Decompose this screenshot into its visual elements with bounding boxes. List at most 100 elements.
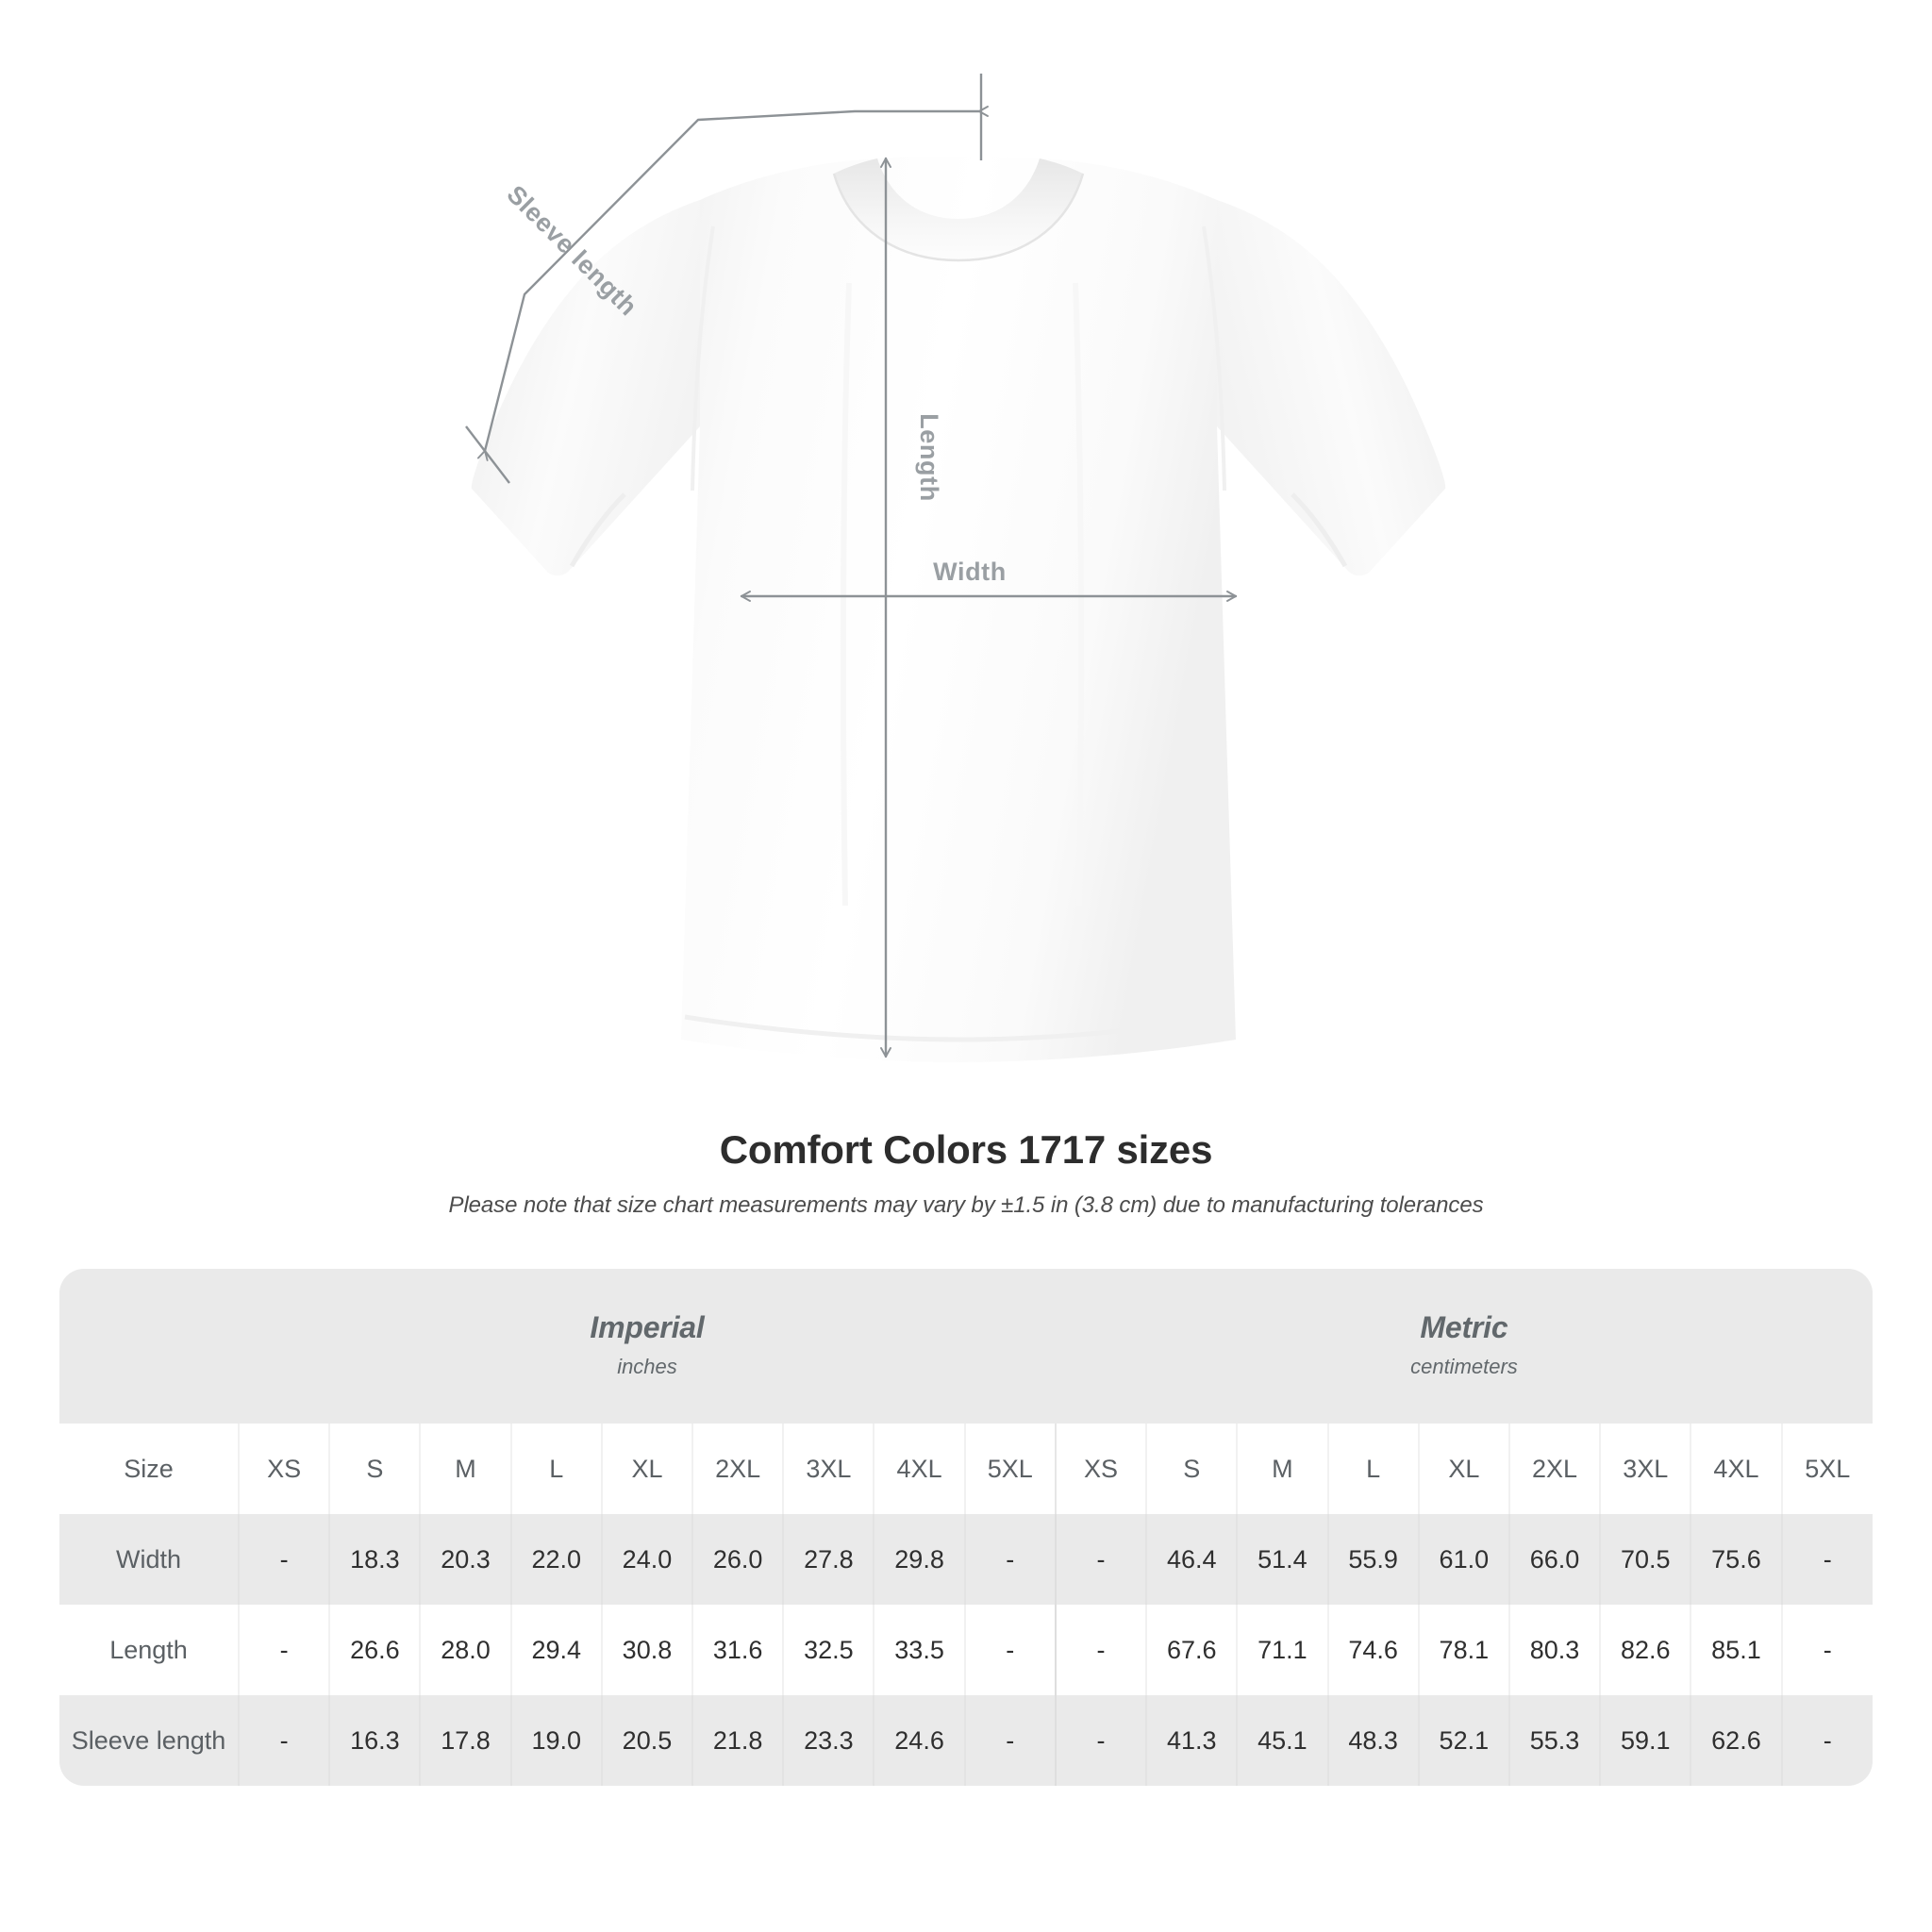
tshirt-hem-seam (684, 1014, 1233, 1042)
tshirt-right-cuff-seam (1291, 492, 1348, 568)
cell-width-imperial-3xl: 27.8 (782, 1514, 874, 1605)
cell-width-metric-3xl: 70.5 (1599, 1514, 1691, 1605)
size-header-imperial-4xl: 4XL (873, 1424, 965, 1514)
cell-length-metric-4xl: 85.1 (1690, 1605, 1782, 1695)
cell-sleeve-length-metric-5xl: - (1780, 1695, 1873, 1786)
size-header-metric-4xl: 4XL (1690, 1424, 1782, 1514)
cell-sleeve-length-imperial-4xl: 24.6 (873, 1695, 965, 1786)
unit-subtitle: centimeters (1410, 1354, 1518, 1378)
row-label-length: Length (59, 1605, 240, 1695)
cell-length-imperial-5xl: - (963, 1605, 1056, 1695)
table-row: Length -26.6 28.0 29.4 30.8 31.6 32.5 33.5- -67.… (59, 1605, 1873, 1695)
sleeve-cuff-tick (465, 425, 510, 484)
unit-subtitle: inches (617, 1354, 677, 1378)
size-header-metric-m: M (1236, 1424, 1328, 1514)
unit-header-imperial: Imperial inches (239, 1269, 1056, 1424)
cell-width-imperial-5xl: - (963, 1514, 1056, 1605)
cell-width-imperial-4xl: 29.8 (873, 1514, 965, 1605)
cell-sleeve-length-metric-l: 48.3 (1326, 1695, 1419, 1786)
size-header-row: Size XS S M L XL 2XL 3XL 4XL 5XL XS S M L XL 2XL 3XL 4XL 5… (59, 1424, 1873, 1514)
size-header-imperial-xs: XS (238, 1424, 330, 1514)
size-header-metric-xs: XS (1054, 1424, 1147, 1514)
cell-width-metric-s: 46.4 (1145, 1514, 1238, 1605)
size-header-metric-l: L (1326, 1424, 1419, 1514)
size-header-metric-3xl: 3XL (1599, 1424, 1691, 1514)
cell-width-metric-2xl: 66.0 (1507, 1514, 1601, 1605)
page-subtitle: Please note that size chart measurements… (448, 1192, 1484, 1219)
unit-name: Metric (1420, 1309, 1508, 1344)
unit-header-spacer (59, 1269, 240, 1424)
cell-length-imperial-2xl: 31.6 (691, 1605, 784, 1695)
cell-length-metric-s: 67.6 (1145, 1605, 1238, 1695)
tshirt-fold-right (1202, 225, 1226, 491)
chart-heading: Comfort Colors 1717 sizes Please note th… (0, 1127, 1932, 1219)
cell-length-metric-5xl: - (1780, 1605, 1873, 1695)
cell-sleeve-length-metric-2xl: 55.3 (1507, 1695, 1601, 1786)
sleeve-length-arrow (476, 106, 989, 461)
cell-length-imperial-l: 29.4 (509, 1605, 602, 1695)
size-header-imperial-xl: XL (600, 1424, 693, 1514)
cell-sleeve-length-metric-4xl: 62.6 (1690, 1695, 1782, 1786)
size-header-metric-xl: XL (1417, 1424, 1509, 1514)
size-column-header: Size (59, 1424, 240, 1514)
cell-sleeve-length-imperial-s: 16.3 (328, 1695, 421, 1786)
cell-length-metric-m: 71.1 (1236, 1605, 1328, 1695)
cell-length-imperial-xl: 30.8 (600, 1605, 693, 1695)
table-row: Sleeve length -16.3 17.8 19.0 20.5 21.8 23.3 24… (59, 1695, 1873, 1786)
cell-length-imperial-s: 26.6 (328, 1605, 421, 1695)
cell-length-imperial-xs: - (238, 1605, 330, 1695)
cell-length-metric-xs: - (1054, 1605, 1147, 1695)
cell-sleeve-length-imperial-m: 17.8 (419, 1695, 511, 1786)
cell-width-metric-xs: - (1054, 1514, 1147, 1605)
unit-header-metric: Metric centimeters (1055, 1269, 1873, 1424)
cell-width-imperial-xl: 24.0 (600, 1514, 693, 1605)
size-header-imperial-5xl: 5XL (963, 1424, 1056, 1514)
cell-width-metric-m: 51.4 (1236, 1514, 1328, 1605)
cell-length-imperial-4xl: 33.5 (873, 1605, 965, 1695)
cell-sleeve-length-metric-m: 45.1 (1236, 1695, 1328, 1786)
cell-length-metric-xl: 78.1 (1417, 1605, 1509, 1695)
table-body: Imperial inches Metric centimeters Size XS S M L… (59, 1269, 1873, 1786)
cell-sleeve-length-imperial-5xl: - (963, 1695, 1056, 1786)
unit-header-row: Imperial inches Metric centimeters (59, 1269, 1873, 1424)
cell-width-metric-xl: 61.0 (1417, 1514, 1509, 1605)
size-header-imperial-l: L (509, 1424, 602, 1514)
cell-sleeve-length-metric-3xl: 59.1 (1599, 1695, 1691, 1786)
cell-sleeve-length-imperial-xl: 20.5 (600, 1695, 693, 1786)
width-label: Width (933, 558, 1007, 586)
cell-sleeve-length-imperial-3xl: 23.3 (782, 1695, 874, 1786)
size-header-metric-5xl: 5XL (1780, 1424, 1873, 1514)
cell-width-imperial-xs: - (238, 1514, 330, 1605)
cell-width-imperial-m: 20.3 (419, 1514, 511, 1605)
cell-width-imperial-2xl: 26.0 (691, 1514, 784, 1605)
row-label-sleeve-length: Sleeve length (59, 1695, 240, 1786)
size-header-imperial-3xl: 3XL (782, 1424, 874, 1514)
size-chart-table: Imperial inches Metric centimeters Size XS S M L… (59, 1269, 1873, 1786)
tshirt-left-cuff-seam (569, 492, 626, 568)
tshirt-right-sleeve (1217, 200, 1446, 576)
size-header-metric-s: S (1145, 1424, 1238, 1514)
cell-length-metric-l: 74.6 (1326, 1605, 1419, 1695)
cell-sleeve-length-metric-xs: - (1054, 1695, 1147, 1786)
tshirt-body (681, 156, 1236, 1062)
cell-length-metric-2xl: 80.3 (1507, 1605, 1601, 1695)
tshirt-illustration: Sleeve length Length Width (465, 74, 1446, 1062)
cell-sleeve-length-metric-s: 41.3 (1145, 1695, 1238, 1786)
table-row: Width -18.3 20.3 22.0 24.0 26.0 27.8 29.8- -46.4… (59, 1514, 1873, 1605)
length-label: Length (915, 413, 943, 502)
cell-width-metric-4xl: 75.6 (1690, 1514, 1782, 1605)
size-header-imperial-2xl: 2XL (691, 1424, 784, 1514)
cell-sleeve-length-imperial-xs: - (238, 1695, 330, 1786)
cell-width-imperial-s: 18.3 (328, 1514, 421, 1605)
cell-length-metric-3xl: 82.6 (1599, 1605, 1691, 1695)
cell-sleeve-length-metric-xl: 52.1 (1417, 1695, 1509, 1786)
cell-width-imperial-l: 22.0 (509, 1514, 602, 1605)
unit-name: Imperial (590, 1309, 705, 1344)
cell-length-imperial-m: 28.0 (419, 1605, 511, 1695)
cell-width-metric-l: 55.9 (1326, 1514, 1419, 1605)
size-header-imperial-s: S (328, 1424, 421, 1514)
cell-width-metric-5xl: - (1780, 1514, 1873, 1605)
row-label-width: Width (59, 1514, 240, 1605)
cell-length-imperial-3xl: 32.5 (782, 1605, 874, 1695)
cell-sleeve-length-imperial-l: 19.0 (509, 1695, 602, 1786)
